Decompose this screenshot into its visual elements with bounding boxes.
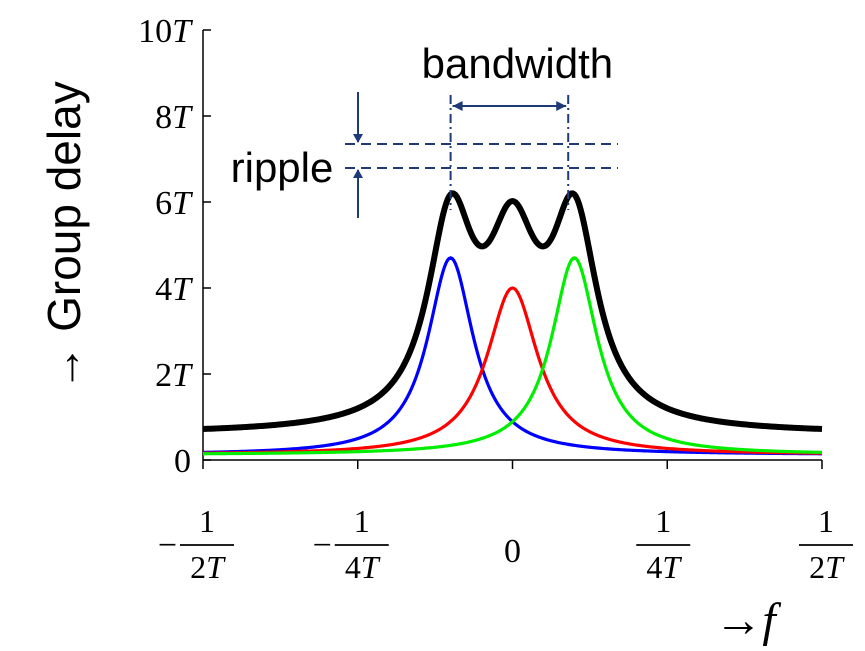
x-tick-numerator: 1 bbox=[655, 503, 671, 539]
annotations: bandwidth ripple bbox=[231, 40, 618, 218]
y-tick-label: 8T bbox=[155, 99, 193, 136]
y-tick-unit: T bbox=[172, 13, 193, 50]
x-tick-denominator: 4T bbox=[345, 549, 381, 585]
bandwidth-arrow-right bbox=[556, 101, 567, 111]
y-tick-label: 0 bbox=[174, 443, 191, 480]
x-tick-den-coef: 4 bbox=[646, 549, 662, 585]
bandwidth-arrow-left bbox=[452, 101, 463, 111]
bandwidth-label: bandwidth bbox=[422, 40, 613, 87]
series-line-sum bbox=[201, 190, 824, 432]
ripple-arrow-bottom bbox=[353, 169, 363, 178]
y-tick-coef: 4 bbox=[155, 271, 172, 308]
x-tick-den-coef: 4 bbox=[345, 549, 361, 585]
x-tick-numerator: 1 bbox=[818, 503, 834, 539]
y-tick-coef: 2 bbox=[155, 357, 172, 394]
y-tick-unit: T bbox=[172, 185, 193, 222]
x-tick-fraction: 1 4T bbox=[636, 503, 691, 585]
x-tick-numerator: 1 bbox=[354, 503, 370, 539]
x-tick-den-unit: T bbox=[361, 549, 381, 585]
x-tick-den-unit: T bbox=[825, 549, 845, 585]
x-tick-denominator: 2T bbox=[809, 549, 845, 585]
series-line-2 bbox=[202, 286, 823, 455]
y-tick-unit: T bbox=[172, 357, 193, 394]
x-tick-denominator: 4T bbox=[646, 549, 682, 585]
x-tick-sign: − bbox=[158, 527, 177, 564]
x-axis-label: →f bbox=[714, 594, 781, 647]
x-tick-numerator: 1 bbox=[199, 503, 215, 539]
y-tick-label: 10T bbox=[138, 13, 193, 50]
x-tick-fraction: 1 2T bbox=[799, 503, 853, 585]
y-tick-coef: 10 bbox=[138, 13, 172, 50]
y-tick-label: 4T bbox=[155, 271, 193, 308]
x-tick-den-unit: T bbox=[206, 549, 226, 585]
ripple-arrow-top bbox=[353, 134, 363, 143]
y-tick-coef: 8 bbox=[155, 99, 172, 136]
y-tick-label: 6T bbox=[155, 185, 193, 222]
y-tick-label: 2T bbox=[155, 357, 193, 394]
x-tick-fraction: 1 2T− bbox=[158, 503, 234, 585]
y-tick-unit: T bbox=[172, 99, 193, 136]
x-tick-den-coef: 2 bbox=[809, 549, 825, 585]
x-tick-fraction: 1 4T− bbox=[313, 503, 389, 585]
y-tick-unit: T bbox=[172, 271, 193, 308]
x-tick-label: 0 bbox=[504, 533, 521, 570]
x-tick-den-coef: 2 bbox=[190, 549, 206, 585]
x-axis-arrow: → bbox=[714, 594, 762, 647]
series-group bbox=[201, 190, 824, 456]
series-line-3 bbox=[202, 256, 823, 456]
y-axis-label: → Group delay bbox=[38, 81, 90, 390]
x-axis-var: f bbox=[762, 594, 781, 647]
ripple-label: ripple bbox=[231, 144, 334, 191]
x-tick-sign: − bbox=[313, 527, 332, 564]
x-tick-den-unit: T bbox=[662, 549, 682, 585]
x-tick-denominator: 2T bbox=[190, 549, 226, 585]
y-tick-coef: 6 bbox=[155, 185, 172, 222]
